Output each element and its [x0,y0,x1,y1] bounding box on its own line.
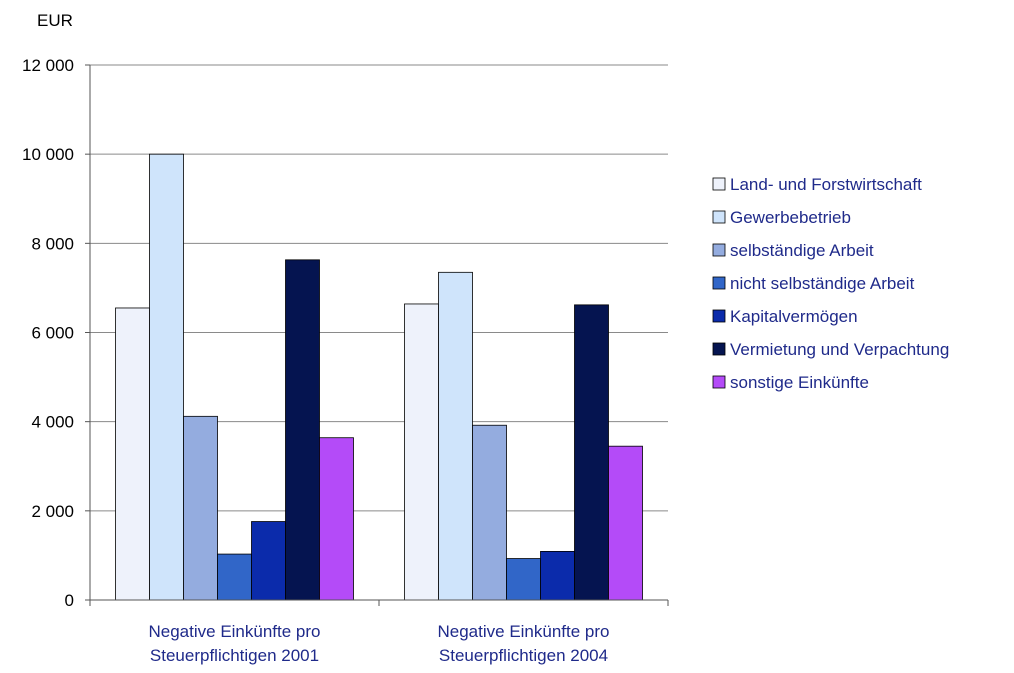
legend-label: Land- und Forstwirtschaft [730,175,922,194]
legend-label: sonstige Einkünfte [730,373,869,392]
legend-swatch [712,342,726,356]
bar-gewerbebetrieb [438,271,473,601]
bar-kapitalvermögen [540,551,575,601]
y-tick-label: 0 [65,591,74,610]
legend: Land- und Forstwirtschaft Gewerbebetrieb s… [712,175,949,392]
legend-label: Kapitalvermögen [730,307,858,326]
bar-selbständige-arbeit [472,424,507,601]
legend-swatch [712,210,726,224]
legend-label: Vermietung und Verpachtung [730,340,949,359]
x-category-label: Steuerpflichtigen 2001 [150,646,319,665]
y-tick-label: 12 000 [22,56,74,75]
axes [85,64,669,606]
x-category-label: Negative Einkünfte pro [149,622,321,641]
bar-selbständige-arbeit [183,415,218,601]
y-tick-label: 6 000 [31,324,74,343]
x-category-label: Negative Einkünfte pro [438,622,610,641]
bar-land-und-forstwirtschaft [115,307,150,601]
bar-vermietung-und-verpachtung [285,259,320,601]
y-tick-label: 4 000 [31,413,74,432]
y-tick-label: 8 000 [31,234,74,253]
bar-nicht-selbständige-arbeit [506,558,541,601]
bar-gewerbebetrieb [149,153,184,601]
legend-label: selbständige Arbeit [730,241,874,260]
legend-swatch [712,309,726,323]
legend-swatch [712,243,726,257]
legend-swatch [712,177,726,191]
bar-sonstige-einkünfte [608,445,643,601]
bar-land-und-forstwirtschaft [404,303,439,601]
legend-label: nicht selbständige Arbeit [730,274,915,293]
bar-sonstige-einkünfte [319,437,354,601]
bar-kapitalvermögen [251,521,286,601]
legend-swatch [712,276,726,290]
bar-vermietung-und-verpachtung [574,304,609,601]
y-tick-label: 10 000 [22,145,74,164]
bars [115,153,643,601]
y-tick-label: 2 000 [31,502,74,521]
legend-swatch [712,375,726,389]
x-category-label: Steuerpflichtigen 2004 [439,646,608,665]
y-axis-unit-label: EUR [37,11,73,30]
labels: EUR 0 2 000 4 000 6 000 8 000 10 000 12 000 Nega… [22,11,610,665]
bar-nicht-selbständige-arbeit [217,553,252,601]
legend-label: Gewerbebetrieb [730,208,851,227]
